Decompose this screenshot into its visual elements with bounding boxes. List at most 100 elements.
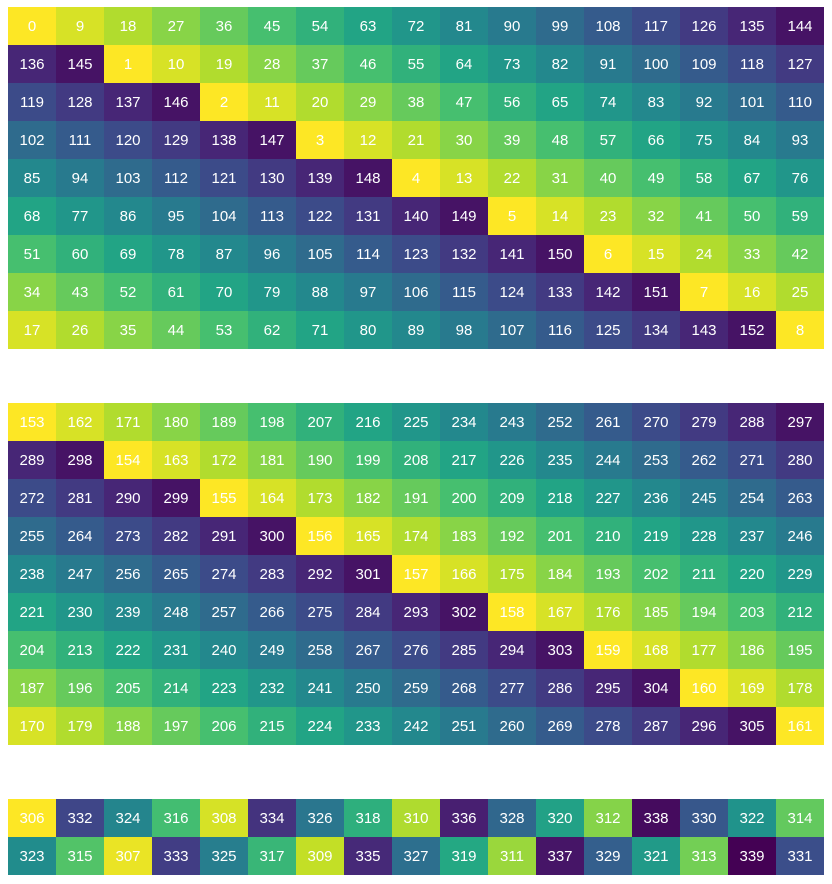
heatmap-cell	[152, 159, 200, 197]
heatmap-cell	[728, 235, 776, 273]
cell-value-label: 229	[787, 566, 812, 583]
cell-value-label: 228	[691, 528, 716, 545]
cell-value-label: 74	[600, 94, 617, 111]
heatmap-cell	[488, 479, 536, 517]
heatmap-cell	[104, 707, 152, 745]
heatmap-cell	[488, 837, 536, 875]
cell-value-label: 91	[600, 56, 617, 73]
heatmap-cell	[536, 631, 584, 669]
cell-value-label: 204	[19, 642, 44, 659]
heatmap-cell	[344, 517, 392, 555]
cell-value-label: 119	[20, 94, 44, 111]
heatmap-cell	[440, 7, 488, 45]
heatmap-cell	[536, 593, 584, 631]
cell-value-label: 304	[643, 680, 668, 697]
cell-value-label: 157	[403, 566, 428, 583]
heatmap-cell	[392, 837, 440, 875]
heatmap-cell	[104, 7, 152, 45]
cell-value-label: 168	[643, 642, 668, 659]
heatmap-cell	[56, 669, 104, 707]
cell-value-label: 55	[408, 56, 425, 73]
cell-value-label: 31	[552, 170, 569, 187]
cell-value-label: 276	[403, 642, 428, 659]
cell-value-label: 188	[115, 718, 140, 735]
heatmap-cell	[200, 7, 248, 45]
heatmap-cell	[296, 121, 344, 159]
cell-value-label: 36	[216, 18, 233, 35]
heatmap-cell	[392, 479, 440, 517]
cell-value-label: 189	[211, 414, 236, 431]
heatmap-cell	[680, 593, 728, 631]
cell-value-label: 205	[115, 680, 140, 697]
heatmap-cell	[680, 479, 728, 517]
cell-value-label: 176	[595, 604, 620, 621]
heatmap-cell	[728, 479, 776, 517]
cell-value-label: 277	[499, 680, 524, 697]
cell-value-label: 4	[412, 170, 420, 187]
heatmap-cell	[440, 45, 488, 83]
heatmap-cell	[776, 235, 824, 273]
cell-value-label: 17	[24, 322, 41, 339]
cell-value-label: 100	[643, 56, 668, 73]
cell-value-label: 116	[548, 322, 572, 339]
heatmap-cell	[8, 45, 56, 83]
heatmap-cell	[536, 159, 584, 197]
heatmap-cell	[152, 403, 200, 441]
heatmap-cell	[536, 197, 584, 235]
cell-value-label: 68	[24, 208, 41, 225]
cell-value-label: 136	[19, 56, 44, 73]
cell-value-label: 141	[499, 246, 524, 263]
heatmap-cell	[104, 593, 152, 631]
cell-value-label: 211	[692, 566, 716, 583]
heatmap-cell	[536, 479, 584, 517]
heatmap-cell	[56, 555, 104, 593]
heatmap-cell	[680, 669, 728, 707]
cell-value-label: 24	[696, 246, 713, 263]
cell-value-label: 258	[307, 642, 332, 659]
heatmap-cell	[680, 45, 728, 83]
cell-value-label: 14	[552, 208, 569, 225]
cell-value-label: 128	[67, 94, 92, 111]
cell-value-label: 142	[595, 284, 620, 301]
cell-value-label: 331	[787, 848, 812, 865]
cell-value-label: 162	[67, 414, 92, 431]
cell-value-label: 328	[499, 810, 524, 827]
cell-value-label: 69	[120, 246, 137, 263]
cell-value-label: 25	[792, 284, 809, 301]
cell-value-label: 155	[211, 490, 236, 507]
heatmap-cell	[200, 479, 248, 517]
heatmap-cell	[152, 593, 200, 631]
heatmap-cell	[680, 235, 728, 273]
heatmap-cell	[632, 479, 680, 517]
heatmap-cell	[584, 555, 632, 593]
heatmap-cell	[632, 593, 680, 631]
cell-value-label: 198	[259, 414, 284, 431]
cell-value-label: 278	[595, 718, 620, 735]
heatmap-cell	[344, 7, 392, 45]
heatmap-cell	[584, 311, 632, 349]
cell-value-label: 290	[115, 490, 140, 507]
cell-value-label: 175	[499, 566, 524, 583]
cell-value-label: 285	[451, 642, 476, 659]
heatmap-cell	[344, 799, 392, 837]
cell-value-label: 308	[211, 810, 236, 827]
cell-value-label: 266	[259, 604, 284, 621]
cell-value-label: 182	[355, 490, 380, 507]
cell-value-label: 132	[451, 246, 476, 263]
cell-value-label: 115	[452, 284, 476, 301]
cell-value-label: 172	[211, 452, 236, 469]
cell-value-label: 2	[220, 94, 228, 111]
heatmap-cell	[56, 121, 104, 159]
cell-value-label: 316	[163, 810, 188, 827]
cell-value-label: 140	[403, 208, 428, 225]
heatmap-cell	[392, 403, 440, 441]
cell-value-label: 58	[696, 170, 713, 187]
heatmap-cell	[296, 159, 344, 197]
heatmap-cell	[680, 517, 728, 555]
heatmap-cell	[680, 7, 728, 45]
cell-value-label: 15	[648, 246, 665, 263]
heatmap-cell	[536, 121, 584, 159]
cell-value-label: 247	[67, 566, 92, 583]
heatmap-cell	[8, 403, 56, 441]
cell-value-label: 227	[595, 490, 620, 507]
